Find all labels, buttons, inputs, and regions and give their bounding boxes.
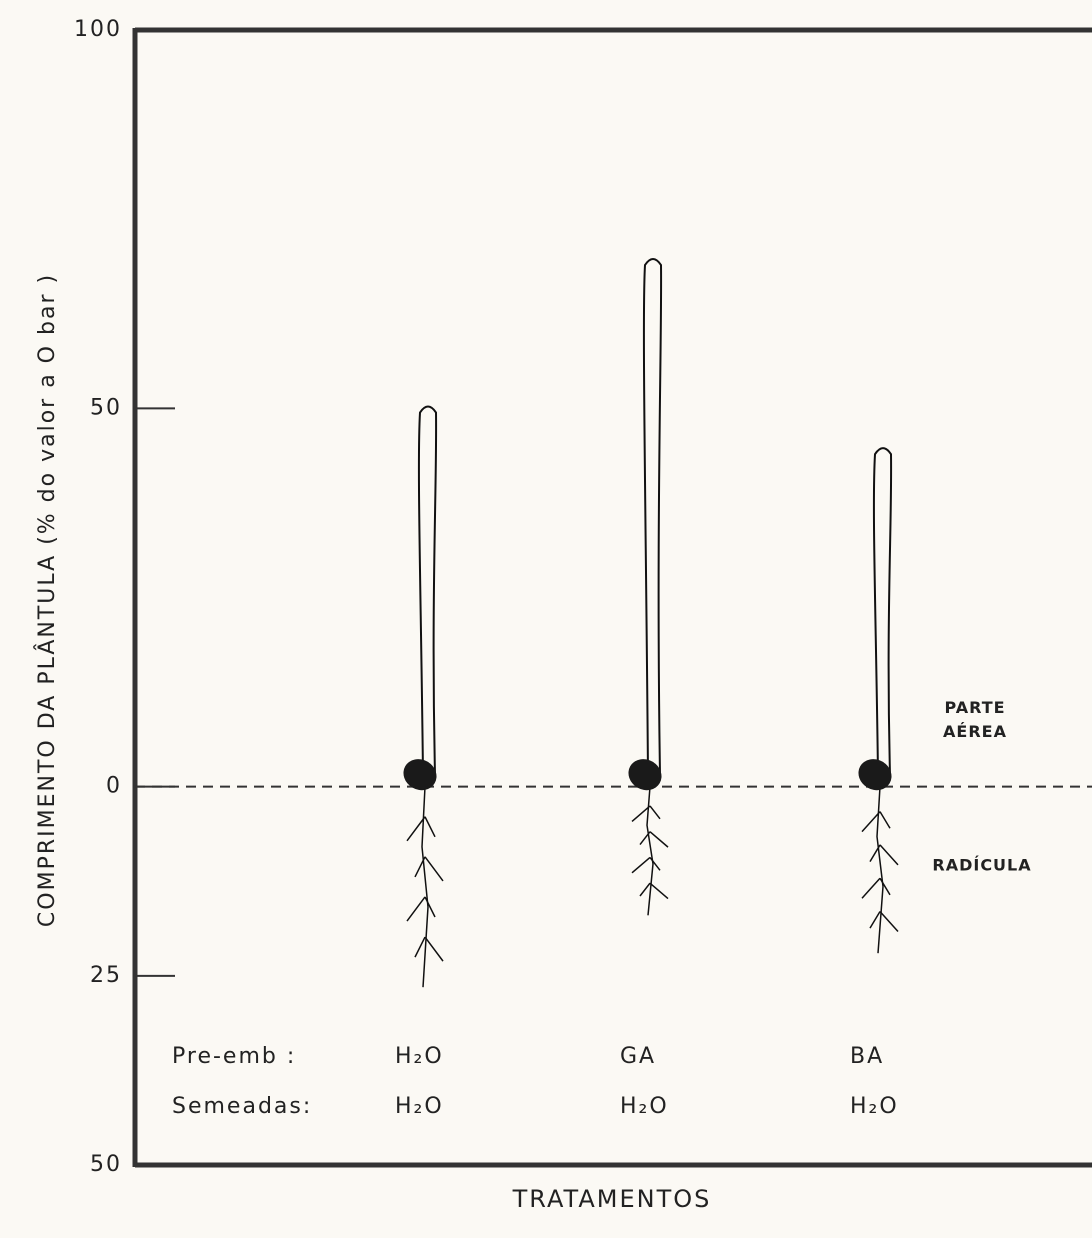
seed [858, 759, 892, 791]
y-tick-label: 50 [90, 1152, 122, 1177]
x-axis-label: TRATAMENTOS [512, 1185, 712, 1213]
series-label: RADÍCULA [932, 856, 1031, 875]
root-main [421, 786, 429, 988]
root [631, 786, 669, 916]
root-branch [861, 811, 891, 833]
root-branch [869, 911, 899, 932]
root-branch [414, 936, 444, 962]
root-branch [414, 856, 444, 882]
root-branch [639, 831, 669, 848]
shoot [872, 447, 893, 775]
y-axis-label: COMPRIMENTO DA PLÂNTULA (% do valor a O … [34, 273, 60, 927]
y-tick-label: 0 [106, 774, 122, 799]
root [861, 786, 899, 954]
series-label-line: PARTE [944, 698, 1005, 717]
root-branch [861, 877, 891, 899]
root-branch [869, 844, 899, 866]
root-branch [631, 805, 661, 822]
root-branch [639, 882, 669, 900]
treatment-label: H₂O [395, 1044, 444, 1069]
shoot [417, 405, 438, 775]
root [406, 786, 444, 988]
row-label: Pre-emb : [172, 1044, 296, 1069]
y-tick-label: 25 [90, 963, 122, 988]
treatment-label: H₂O [395, 1094, 444, 1119]
root-branch [406, 896, 436, 922]
y-tick-label: 50 [90, 395, 122, 420]
seed [403, 759, 437, 791]
treatment-label: BA [850, 1044, 884, 1069]
root-main [876, 786, 884, 954]
root-branch [406, 816, 436, 842]
series-label: PARTE AÉREA [943, 698, 1007, 741]
root-branch [631, 856, 661, 874]
root-main [646, 786, 654, 916]
treatment-label: GA [620, 1044, 656, 1069]
y-tick-label: 100 [74, 17, 122, 42]
treatment-label: H₂O [620, 1094, 669, 1119]
series-label-line: AÉREA [943, 722, 1007, 741]
row-label: Semeadas: [172, 1094, 312, 1119]
shoot [642, 258, 663, 775]
treatment-label: H₂O [850, 1094, 899, 1119]
seed [628, 759, 662, 791]
